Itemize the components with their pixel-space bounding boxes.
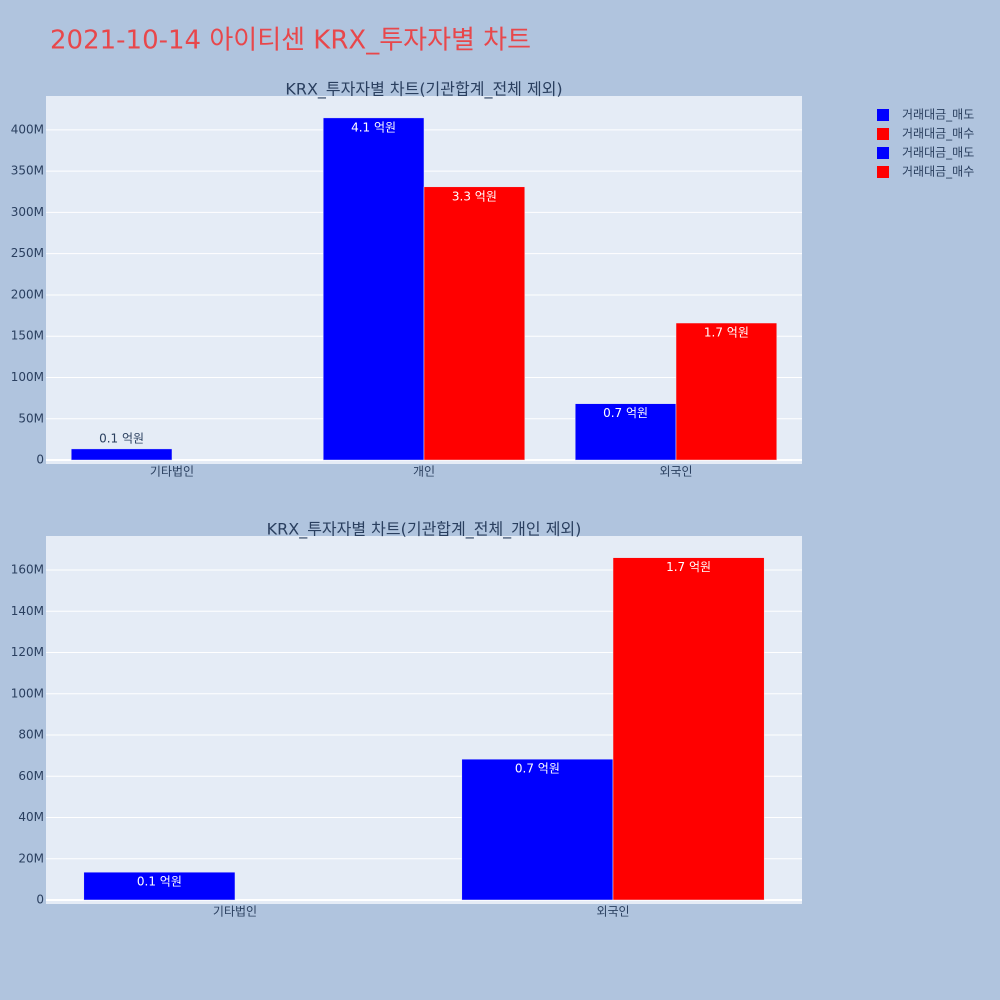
legend-label: 거래대금_매수 bbox=[902, 165, 974, 179]
x-tick-label: 외국인 bbox=[659, 465, 692, 479]
y-tick-label: 200M bbox=[11, 287, 44, 301]
legend-swatch bbox=[877, 128, 889, 140]
y-tick-label: 350M bbox=[11, 164, 44, 178]
data-label: 4.1 억원 bbox=[351, 120, 396, 134]
y-tick-label: 50M bbox=[18, 411, 44, 425]
data-label: 1.7 억원 bbox=[704, 326, 749, 340]
y-tick-label: 0 bbox=[36, 453, 44, 467]
legend-swatch bbox=[877, 147, 889, 159]
legend-label: 거래대금_매도 bbox=[902, 146, 974, 160]
bar bbox=[675, 322, 778, 461]
y-tick-label: 60M bbox=[18, 769, 44, 783]
bar bbox=[574, 403, 677, 461]
y-tick-label: 250M bbox=[11, 246, 44, 260]
legend-swatch bbox=[877, 166, 889, 178]
chart-title: KRX_투자자별 차트(기관합계_전체_개인 제외) bbox=[267, 520, 582, 540]
bar bbox=[461, 758, 614, 901]
x-tick-label: 기타법인 bbox=[150, 465, 194, 479]
y-tick-label: 80M bbox=[18, 728, 44, 742]
y-tick-label: 140M bbox=[11, 604, 44, 618]
data-label: 0.7 억원 bbox=[603, 406, 648, 420]
y-tick-label: 150M bbox=[11, 329, 44, 343]
bar bbox=[322, 117, 425, 461]
page-title: 2021-10-14 아이티센 KRX_투자자별 차트 bbox=[50, 26, 531, 56]
legend-swatch bbox=[877, 109, 889, 121]
y-tick-label: 400M bbox=[11, 122, 44, 136]
y-tick-label: 100M bbox=[11, 686, 44, 700]
y-tick-label: 20M bbox=[18, 851, 44, 865]
x-tick-label: 개인 bbox=[413, 465, 435, 479]
data-label: 1.7 억원 bbox=[666, 560, 711, 574]
y-tick-label: 160M bbox=[11, 563, 44, 577]
bar bbox=[612, 557, 765, 901]
data-label: 0.1 억원 bbox=[137, 875, 182, 889]
y-tick-label: 40M bbox=[18, 810, 44, 824]
data-label: 0.1 억원 bbox=[99, 431, 144, 445]
data-label: 3.3 억원 bbox=[452, 189, 497, 203]
legend-label: 거래대금_매도 bbox=[902, 108, 974, 122]
y-tick-label: 0 bbox=[36, 892, 44, 906]
data-label: 0.7 억원 bbox=[515, 762, 560, 776]
bar bbox=[70, 448, 173, 461]
chart-title: KRX_투자자별 차트(기관합계_전체 제외) bbox=[285, 80, 562, 100]
bar bbox=[83, 871, 236, 901]
legend-label: 거래대금_매수 bbox=[902, 127, 974, 141]
y-tick-label: 120M bbox=[11, 645, 44, 659]
y-tick-label: 100M bbox=[11, 370, 44, 384]
x-tick-label: 외국인 bbox=[596, 905, 629, 919]
x-tick-label: 기타법인 bbox=[213, 905, 257, 919]
bar bbox=[423, 186, 526, 461]
y-tick-label: 300M bbox=[11, 205, 44, 219]
